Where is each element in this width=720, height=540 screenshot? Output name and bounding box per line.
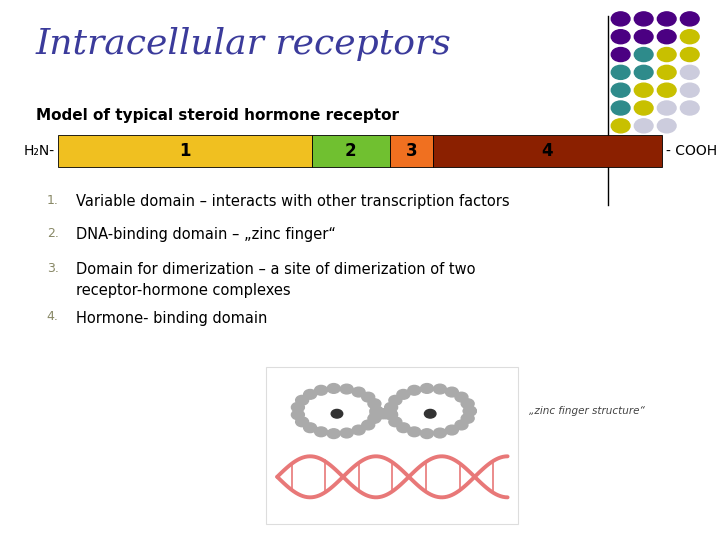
- Circle shape: [408, 386, 420, 395]
- Circle shape: [378, 409, 391, 419]
- Circle shape: [389, 417, 402, 427]
- Circle shape: [634, 65, 653, 79]
- Circle shape: [296, 417, 309, 427]
- Circle shape: [361, 392, 374, 402]
- Circle shape: [397, 389, 410, 399]
- Circle shape: [433, 384, 446, 394]
- Circle shape: [327, 383, 340, 393]
- Text: 3: 3: [405, 142, 417, 160]
- Circle shape: [292, 402, 305, 412]
- Circle shape: [680, 65, 699, 79]
- Text: Domain for dimerization – a site of dimerization of two
receptor-hormone complex: Domain for dimerization – a site of dime…: [76, 262, 475, 298]
- Circle shape: [331, 409, 343, 418]
- Bar: [312, 135, 390, 167]
- Circle shape: [352, 425, 365, 435]
- Text: 1: 1: [179, 142, 190, 160]
- Circle shape: [408, 427, 420, 437]
- Circle shape: [657, 83, 676, 97]
- Text: 2: 2: [345, 142, 356, 160]
- Circle shape: [657, 30, 676, 44]
- Text: 1.: 1.: [47, 194, 58, 207]
- Circle shape: [680, 30, 699, 44]
- Circle shape: [634, 83, 653, 97]
- Circle shape: [296, 395, 309, 405]
- Circle shape: [368, 414, 381, 423]
- Circle shape: [370, 409, 383, 419]
- Circle shape: [292, 410, 305, 420]
- Circle shape: [376, 409, 389, 419]
- Circle shape: [352, 387, 365, 397]
- Circle shape: [464, 406, 477, 416]
- Text: Hormone- binding domain: Hormone- binding domain: [76, 310, 267, 326]
- Circle shape: [446, 425, 459, 435]
- Circle shape: [374, 409, 387, 419]
- Circle shape: [680, 12, 699, 26]
- Text: „zinc finger structure“: „zinc finger structure“: [529, 406, 645, 416]
- Circle shape: [462, 399, 474, 409]
- Circle shape: [372, 409, 385, 419]
- Circle shape: [368, 399, 381, 409]
- Circle shape: [361, 420, 374, 430]
- Text: Variable domain – interacts with other transcription factors: Variable domain – interacts with other t…: [76, 194, 509, 210]
- Circle shape: [657, 12, 676, 26]
- Text: Intracellular receptors: Intracellular receptors: [36, 27, 451, 61]
- Circle shape: [611, 48, 630, 62]
- Circle shape: [315, 386, 328, 395]
- Circle shape: [680, 83, 699, 97]
- Circle shape: [680, 48, 699, 62]
- Circle shape: [420, 383, 433, 393]
- Circle shape: [657, 101, 676, 115]
- Circle shape: [611, 30, 630, 44]
- Text: 4: 4: [541, 142, 553, 160]
- Circle shape: [304, 389, 317, 399]
- Bar: [58, 135, 312, 167]
- Circle shape: [370, 406, 383, 416]
- Circle shape: [341, 428, 354, 438]
- Circle shape: [433, 428, 446, 438]
- Circle shape: [611, 83, 630, 97]
- Circle shape: [304, 423, 317, 433]
- Circle shape: [389, 395, 402, 405]
- Text: 4.: 4.: [47, 310, 58, 323]
- Circle shape: [370, 406, 383, 416]
- Circle shape: [327, 429, 340, 438]
- Text: - COOH: - COOH: [666, 144, 717, 158]
- Circle shape: [315, 427, 328, 437]
- Circle shape: [382, 409, 395, 419]
- Circle shape: [397, 423, 410, 433]
- Circle shape: [384, 402, 397, 412]
- Circle shape: [446, 387, 459, 397]
- Circle shape: [424, 409, 436, 418]
- Bar: [266, 367, 518, 524]
- Text: DNA-binding domain – „zinc finger“: DNA-binding domain – „zinc finger“: [76, 227, 336, 242]
- Text: 3.: 3.: [47, 262, 58, 275]
- Circle shape: [384, 409, 397, 419]
- Circle shape: [341, 384, 354, 394]
- Circle shape: [657, 65, 676, 79]
- Circle shape: [420, 429, 433, 438]
- Text: 2.: 2.: [47, 227, 58, 240]
- Circle shape: [455, 392, 468, 402]
- Text: H₂N-: H₂N-: [24, 144, 55, 158]
- Circle shape: [680, 101, 699, 115]
- Bar: [433, 135, 662, 167]
- Circle shape: [380, 409, 393, 419]
- Bar: [390, 135, 433, 167]
- Circle shape: [634, 119, 653, 133]
- Circle shape: [455, 420, 468, 430]
- Circle shape: [464, 406, 477, 416]
- Text: Model of typical steroid hormone receptor: Model of typical steroid hormone recepto…: [36, 108, 399, 123]
- Circle shape: [611, 65, 630, 79]
- Circle shape: [634, 48, 653, 62]
- Circle shape: [634, 101, 653, 115]
- Circle shape: [634, 12, 653, 26]
- Circle shape: [462, 414, 474, 423]
- Circle shape: [611, 101, 630, 115]
- Circle shape: [634, 30, 653, 44]
- Circle shape: [384, 410, 397, 420]
- Circle shape: [657, 119, 676, 133]
- Circle shape: [611, 12, 630, 26]
- Circle shape: [611, 119, 630, 133]
- Circle shape: [657, 48, 676, 62]
